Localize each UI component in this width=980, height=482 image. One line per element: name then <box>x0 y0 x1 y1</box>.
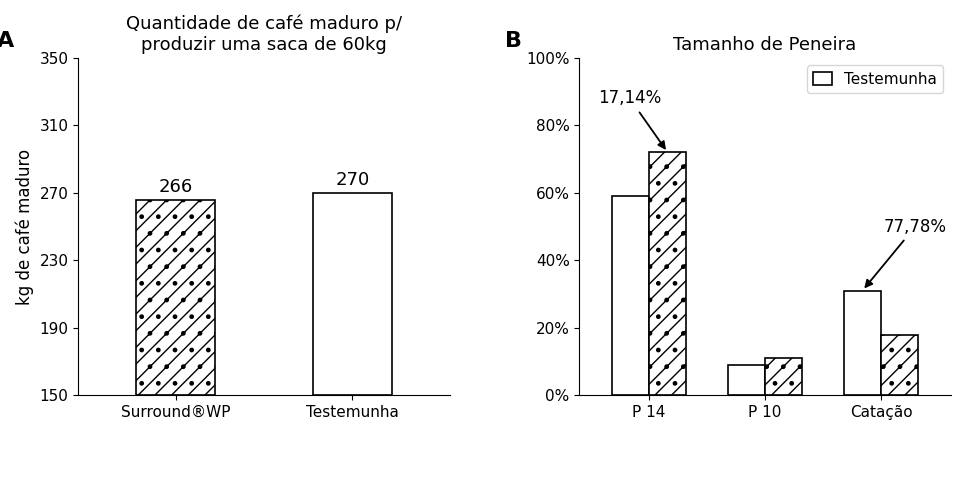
Title: Tamanho de Peneira: Tamanho de Peneira <box>673 36 857 54</box>
Bar <box>728 365 765 395</box>
Bar <box>136 200 216 395</box>
Bar <box>612 196 649 395</box>
Text: 266: 266 <box>159 178 193 196</box>
Y-axis label: kg de café maduro: kg de café maduro <box>16 148 34 305</box>
Text: 77,78%: 77,78% <box>865 217 947 287</box>
Bar <box>765 358 803 395</box>
Bar <box>649 152 686 395</box>
Text: 270: 270 <box>335 172 369 189</box>
Text: 17,14%: 17,14% <box>598 89 664 148</box>
Legend: Testemunha: Testemunha <box>808 66 943 93</box>
Text: B: B <box>506 31 522 51</box>
Title: Quantidade de café maduro p/
produzir uma saca de 60kg: Quantidade de café maduro p/ produzir um… <box>125 14 402 54</box>
Bar <box>313 193 392 395</box>
Bar <box>881 335 918 395</box>
Bar <box>844 291 881 395</box>
Text: A: A <box>0 31 14 51</box>
